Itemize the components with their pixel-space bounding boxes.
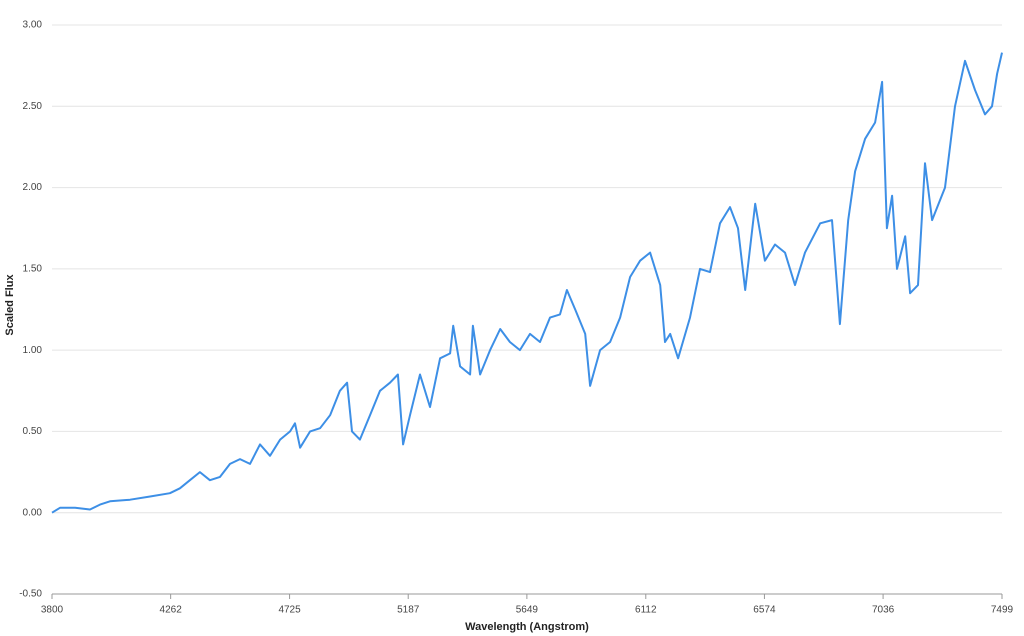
y-tick-label: 0.00: [23, 507, 43, 518]
x-tick-label: 5649: [516, 605, 539, 616]
y-axis-title: Scaled Flux: [4, 274, 16, 336]
x-tick-label: 7499: [991, 605, 1014, 616]
x-tick-label: 7036: [872, 605, 895, 616]
x-axis-title: Wavelength (Angstrom): [465, 621, 589, 633]
data-line: [51, 52, 1003, 514]
y-tick-label: 2.00: [23, 182, 43, 193]
x-tick-label: 4725: [278, 605, 301, 616]
x-tick-label: 6574: [753, 605, 776, 616]
y-tick-label: 1.00: [23, 345, 43, 356]
x-tick-label: 3800: [41, 605, 64, 616]
x-tick-label: 5187: [397, 605, 420, 616]
y-tick-label: 1.50: [23, 263, 43, 274]
y-tick-label: 2.50: [23, 101, 43, 112]
x-tick-label: 6112: [635, 605, 657, 616]
y-tick-label: 3.00: [23, 20, 43, 31]
y-tick-label: 0.50: [23, 426, 43, 437]
x-tick-label: 4262: [160, 605, 183, 616]
y-tick-label: -0.50: [19, 589, 42, 600]
